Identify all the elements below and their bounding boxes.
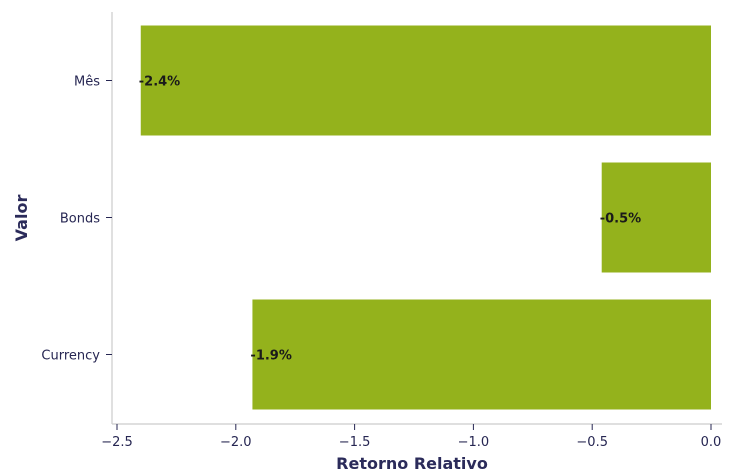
bar-currency [252, 299, 711, 410]
x-tick-label: 0.0 [701, 435, 722, 450]
y-axis-title: Valor [12, 195, 31, 242]
x-tick-label: −1.0 [458, 435, 490, 450]
bar-m-s [140, 25, 711, 136]
data-labels-layer: -2.4% -0.5% -1.9% [139, 75, 641, 364]
y-ticks-layer: Mês Bonds Currency [41, 75, 112, 364]
x-tick-label: −2.0 [220, 435, 252, 450]
x-tick-label: −2.5 [101, 435, 133, 450]
data-label-bonds: -0.5% [600, 212, 641, 227]
data-label-currency: -1.9% [250, 349, 291, 364]
x-axis-title: Retorno Relativo [336, 454, 488, 472]
bar-bonds [601, 162, 711, 273]
x-tick-label: −1.5 [339, 435, 371, 450]
x-tick-label: −0.5 [576, 435, 608, 450]
y-tick-label-bonds: Bonds [60, 212, 100, 227]
bars-layer [140, 25, 711, 410]
x-ticks-layer: −2.5 −2.0 −1.5 −1.0 −0.5 0.0 [101, 424, 721, 450]
data-label-m-s: -2.4% [139, 75, 180, 90]
y-tick-label-currency: Currency [41, 349, 100, 364]
y-tick-label-m-s: Mês [74, 75, 100, 90]
